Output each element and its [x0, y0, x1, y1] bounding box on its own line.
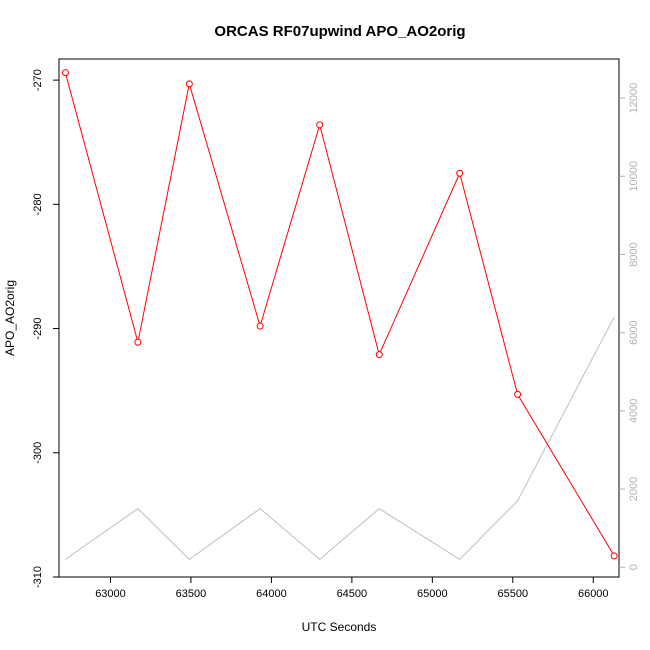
x-tick-label: 63000 [95, 588, 126, 600]
chart-title: ORCAS RF07upwind APO_AO2orig [214, 23, 465, 40]
x-tick-label: 63500 [176, 588, 207, 600]
x-axis: 63000 63500 64000 64500 65000 65500 66000 [95, 577, 609, 600]
data-point [256, 322, 264, 330]
data-point [134, 338, 142, 346]
y2-tick-label: 0 [628, 564, 640, 570]
y-tick-label: -300 [32, 442, 44, 464]
x-tick-label: 66000 [578, 588, 609, 600]
series-layer [61, 69, 618, 561]
x-tick-label: 64000 [256, 588, 287, 600]
data-point [514, 390, 522, 398]
data-point [610, 552, 618, 560]
x-tick-label: 65500 [497, 588, 528, 600]
data-point [316, 121, 324, 129]
data-point [61, 69, 69, 77]
y-tick-label: -270 [32, 69, 44, 91]
data-point [456, 169, 464, 177]
y-tick-label: -280 [32, 193, 44, 215]
x-axis-title: UTC Seconds [302, 620, 377, 634]
y-axis-title: APO_AO2orig [3, 280, 17, 356]
y-tick-label: -310 [32, 566, 44, 588]
data-point [375, 351, 383, 359]
y2-tick-label: 4000 [628, 399, 640, 423]
secondary-y-axis: 0 2000 4000 6000 8000 10000 12000 [619, 83, 640, 570]
y2-tick-label: 12000 [628, 83, 640, 114]
x-tick-label: 65000 [417, 588, 448, 600]
y2-tick-label: 6000 [628, 320, 640, 344]
plot-frame [58, 58, 620, 578]
x-tick-label: 64500 [337, 588, 368, 600]
y-axis: -310 -300 -290 -280 -270 [32, 69, 59, 588]
y2-tick-label: 8000 [628, 242, 640, 266]
secondary-series-line [65, 316, 615, 561]
y2-tick-label: 2000 [628, 477, 640, 501]
series-line [64, 72, 615, 557]
data-point [185, 80, 193, 88]
y2-tick-label: 10000 [628, 161, 640, 192]
y-tick-label: -290 [32, 318, 44, 340]
